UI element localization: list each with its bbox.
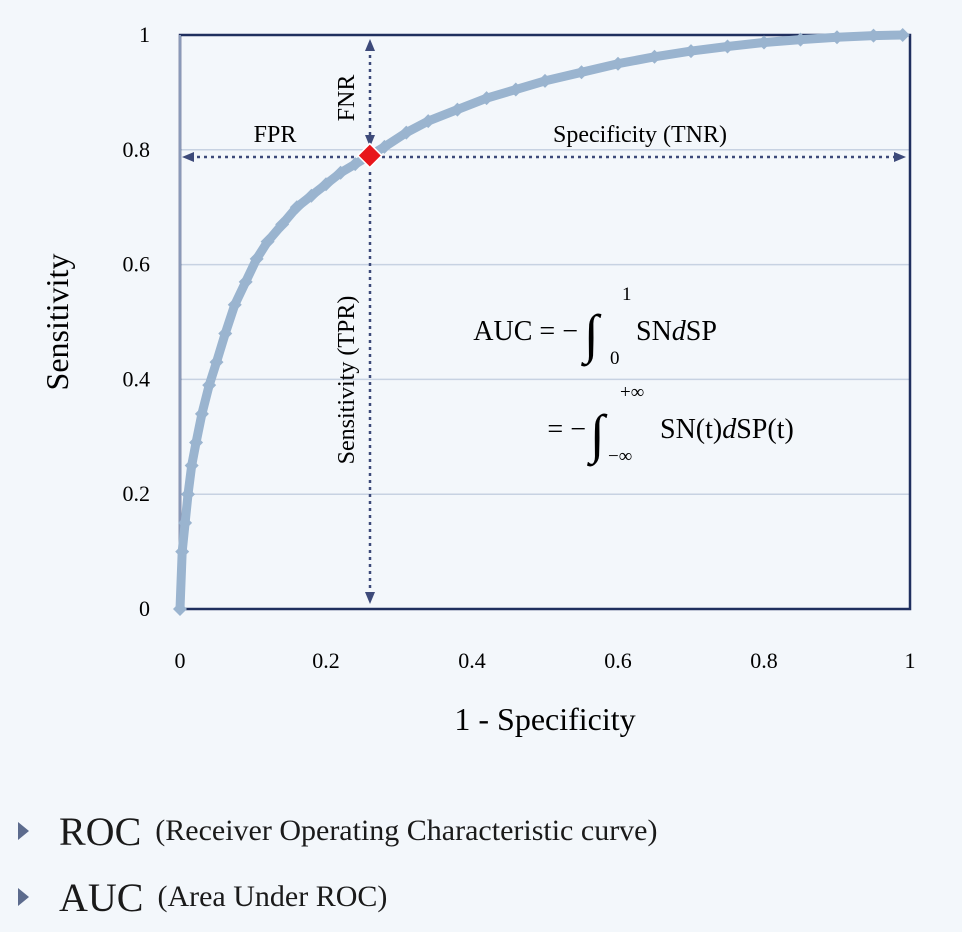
bullet-description: (Area Under ROC) (157, 880, 388, 913)
measurement-arrows (190, 48, 898, 596)
integral-sign-2: ∫ (587, 404, 608, 467)
roc-point (866, 28, 881, 43)
x-axis-title: 1 - Specificity (454, 701, 635, 737)
x-tick-label: 1 (905, 648, 916, 673)
roc-point (260, 234, 275, 249)
integral-1-upper: 1 (622, 284, 632, 305)
bullet-auc: AUC (Area Under ROC) (18, 864, 658, 930)
roc-point (574, 65, 589, 80)
roc-chart: 0 0.2 0.4 0.6 0.8 1 0 0.2 0.4 0.6 0.8 1 1 - Specif… (39, 22, 916, 737)
roc-point (399, 125, 414, 140)
x-tick-label: 0 (175, 648, 186, 673)
integral-2-lower: −∞ (608, 446, 632, 467)
tnr-label: Specificity (TNR) (553, 122, 727, 148)
roc-point (218, 326, 233, 341)
bullet-term: AUC (59, 874, 144, 920)
x-tick-label: 0.2 (312, 648, 340, 673)
roc-point (202, 378, 217, 393)
roc-point (333, 165, 348, 180)
x-tick-labels: 0 0.2 0.4 0.6 0.8 1 (175, 648, 916, 673)
roc-series (173, 28, 910, 616)
roc-point (178, 515, 193, 530)
operating-point (356, 142, 383, 169)
bullet-description: (Receiver Operating Characteristic curve… (155, 814, 658, 847)
equation-line-1-rhs: SNdSP (636, 316, 717, 347)
x-tick-label: 0.8 (750, 648, 778, 673)
y-tick-label: 0.6 (123, 252, 151, 277)
roc-point (757, 35, 771, 50)
y-tick-label: 1 (139, 22, 150, 47)
roc-point (319, 177, 333, 192)
roc-point (720, 39, 735, 54)
roc-point (895, 28, 910, 42)
roc-point (194, 406, 209, 421)
roc-point (421, 114, 436, 129)
auc-equation: AUC = − ∫ 1 0 SNdSP = − ∫ +∞ −∞ SN(t)dSP… (473, 284, 794, 467)
y-tick-label: 0.8 (123, 137, 151, 162)
fnr-bottom-arrowhead (365, 135, 375, 147)
y-tick-label: 0 (139, 596, 150, 621)
x-tick-label: 0.4 (458, 648, 486, 673)
roc-point (181, 487, 196, 502)
roc-point (173, 602, 187, 616)
arrow-heads (182, 39, 906, 604)
bullet-roc: ROC (Receiver Operating Characteristic c… (18, 798, 658, 864)
fnr-top-arrowhead (365, 39, 375, 51)
equation-line-1-lhs: AUC = − (473, 316, 578, 347)
roc-point (275, 217, 290, 232)
roc-point (348, 157, 363, 172)
roc-point (227, 297, 242, 312)
equation-line-2-rhs: SN(t)dSP(t) (660, 414, 794, 445)
equation-line-2-lhs: = − (547, 414, 586, 445)
y-tick-label: 0.4 (123, 366, 151, 391)
roc-point (793, 32, 808, 47)
roc-point (508, 82, 523, 97)
roc-point (289, 200, 304, 215)
roc-point (377, 139, 392, 154)
roc-point (175, 544, 190, 559)
roc-point (611, 56, 625, 71)
roc-point (249, 251, 264, 266)
roc-point (238, 274, 253, 289)
y-tick-label: 0.2 (123, 481, 151, 506)
roc-point (684, 44, 698, 59)
tnr-right-arrowhead (894, 152, 906, 162)
y-axis-title: Sensitivity (39, 254, 75, 391)
operating-point-marker (356, 142, 383, 169)
roc-point (450, 102, 465, 117)
roc-point (479, 91, 494, 106)
fpr-left-arrowhead (182, 152, 194, 162)
y-tick-labels: 0 0.2 0.4 0.6 0.8 1 (123, 22, 151, 621)
roc-point (189, 435, 204, 450)
bullet-list: ROC (Receiver Operating Characteristic c… (18, 798, 658, 930)
roc-point (209, 355, 224, 370)
roc-point (538, 73, 552, 88)
fnr-label: FNR (334, 75, 360, 122)
roc-point (647, 49, 662, 64)
roc-point (830, 30, 844, 45)
bullet-triangle-icon (18, 822, 29, 840)
tpr-label: Sensitivity (TPR) (334, 296, 360, 465)
integral-2-upper: +∞ (620, 382, 644, 403)
fpr-label: FPR (254, 122, 297, 148)
x-tick-label: 0.6 (604, 648, 632, 673)
integral-sign-1: ∫ (581, 304, 602, 367)
integral-1-lower: 0 (610, 348, 620, 369)
bullet-triangle-icon (18, 888, 29, 906)
roc-point (184, 458, 199, 473)
roc-point (304, 188, 319, 203)
bullet-term: ROC (59, 808, 142, 854)
tpr-bottom-arrowhead (365, 592, 375, 604)
